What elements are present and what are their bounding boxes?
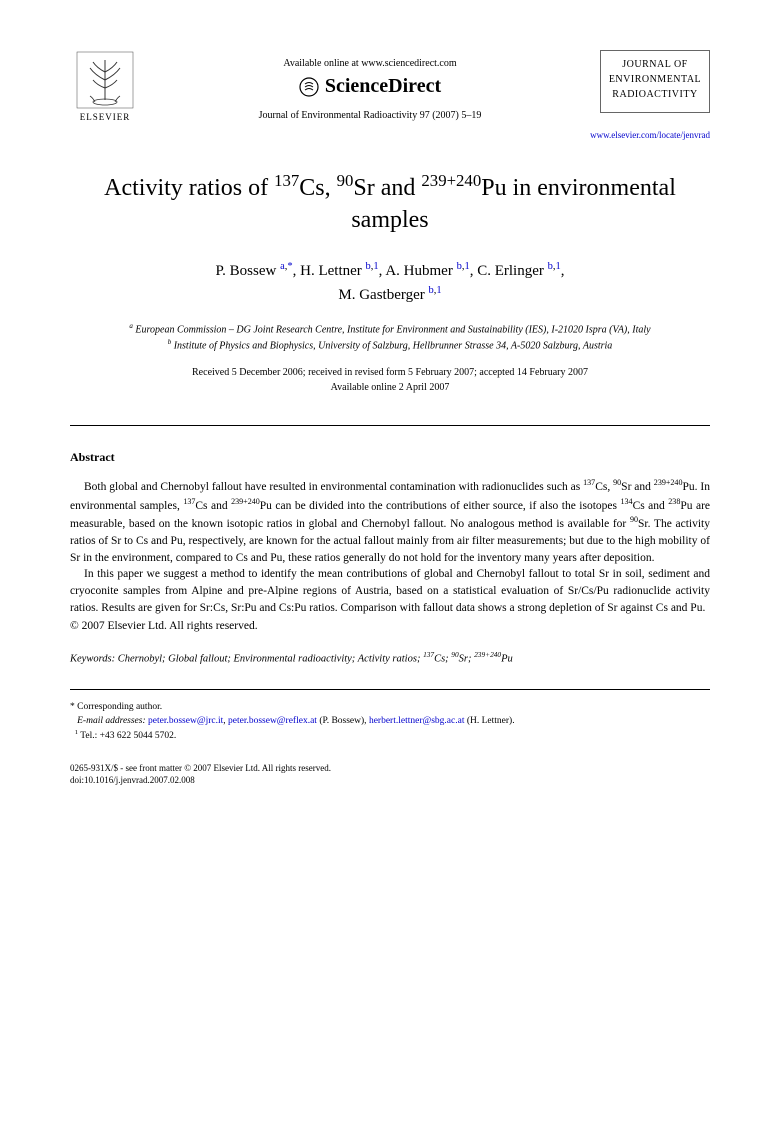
center-header: Available online at www.sciencedirect.co… — [140, 50, 600, 121]
journal-link-anchor[interactable]: www.elsevier.com/locate/jenvrad — [590, 130, 710, 140]
abstract-p2: In this paper we suggest a method to ide… — [70, 566, 710, 616]
sciencedirect-brand: ScienceDirect — [140, 75, 600, 98]
email-link-3[interactable]: herbert.lettner@sbg.ac.at — [369, 716, 465, 726]
elsevier-label: ELSEVIER — [80, 112, 131, 122]
footnote-tel: 1 Tel.: +43 622 5044 5702. — [70, 728, 710, 743]
elsevier-tree-icon — [75, 50, 135, 110]
sciencedirect-text: ScienceDirect — [325, 75, 441, 98]
corresponding-author: * Corresponding author. — [70, 700, 710, 714]
journal-box-wrapper: JOURNAL OF ENVIRONMENTAL RADIOACTIVITY — [600, 50, 710, 113]
horizontal-rule-bottom — [70, 689, 710, 690]
authors-list: P. Bossew a,*, H. Lettner b,1, A. Hubmer… — [70, 259, 710, 307]
footer-block: 0265-931X/$ - see front matter © 2007 El… — [70, 762, 710, 787]
article-dates: Received 5 December 2006; received in re… — [70, 365, 710, 395]
elsevier-logo-block: ELSEVIER — [70, 50, 140, 122]
keywords: Keywords: Chernobyl; Global fallout; Env… — [70, 650, 710, 665]
article-title: Activity ratios of 137Cs, 90Sr and 239+2… — [70, 170, 710, 237]
affiliations: a European Commission – DG Joint Researc… — [70, 321, 710, 354]
footer-doi: doi:10.1016/j.jenvrad.2007.02.008 — [70, 774, 710, 787]
header-row: ELSEVIER Available online at www.science… — [70, 50, 710, 122]
footnotes: * Corresponding author. E-mail addresses… — [70, 700, 710, 744]
abstract-p1: Both global and Chernobyl fallout have r… — [70, 477, 710, 566]
sciencedirect-icon — [299, 77, 319, 97]
affiliation-a: a European Commission – DG Joint Researc… — [70, 321, 710, 337]
journal-box-line2: ENVIRONMENTAL — [605, 72, 705, 87]
available-online-text: Available online at www.sciencedirect.co… — [140, 58, 600, 69]
email-link-1[interactable]: peter.bossew@jrc.it — [148, 716, 223, 726]
footer-issn: 0265-931X/$ - see front matter © 2007 El… — [70, 762, 710, 775]
dates-received: Received 5 December 2006; received in re… — [70, 365, 710, 380]
abstract-copyright: © 2007 Elsevier Ltd. All rights reserved… — [70, 620, 710, 632]
journal-box-line3: RADIOACTIVITY — [605, 87, 705, 102]
journal-reference: Journal of Environmental Radioactivity 9… — [140, 110, 600, 121]
journal-box-line1: JOURNAL OF — [605, 57, 705, 72]
horizontal-rule-top — [70, 425, 710, 426]
journal-homepage-link: www.elsevier.com/locate/jenvrad — [70, 130, 710, 140]
email-addresses: E-mail addresses: peter.bossew@jrc.it, p… — [70, 714, 710, 728]
dates-online: Available online 2 April 2007 — [70, 380, 710, 395]
abstract-body: Both global and Chernobyl fallout have r… — [70, 477, 710, 616]
affiliation-b: b Institute of Physics and Biophysics, U… — [70, 337, 710, 353]
email-link-2[interactable]: peter.bossew@reflex.at — [228, 716, 317, 726]
journal-cover-box: JOURNAL OF ENVIRONMENTAL RADIOACTIVITY — [600, 50, 710, 113]
abstract-heading: Abstract — [70, 450, 710, 465]
